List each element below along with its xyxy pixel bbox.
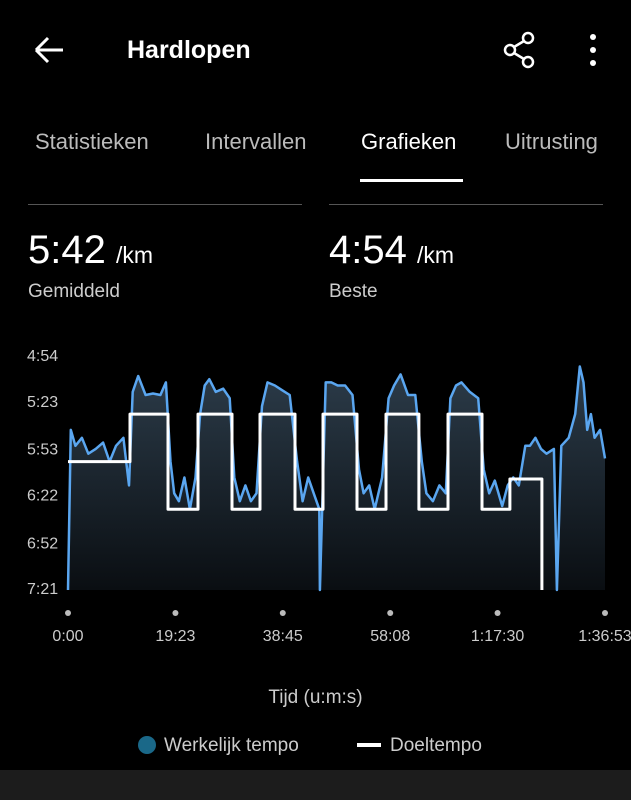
legend-marker <box>357 743 381 747</box>
x-tick-label: 19:23 <box>155 628 195 645</box>
x-tick <box>65 610 71 616</box>
target-line <box>68 412 544 590</box>
x-tick-label: 0:00 <box>52 628 83 645</box>
pace-area <box>68 366 605 590</box>
divider <box>28 204 302 205</box>
stat-unit: /km <box>116 242 154 268</box>
tab[interactable]: Statistieken <box>35 129 149 154</box>
pace-line <box>66 365 607 592</box>
y-tick-label: 5:23 <box>27 394 58 411</box>
menu-icon[interactable] <box>590 34 596 66</box>
legend-label: Werkelijk tempo <box>164 735 299 756</box>
stat-unit: /km <box>417 242 455 268</box>
back-icon[interactable] <box>34 36 63 64</box>
tab[interactable]: Uitrusting <box>505 129 598 154</box>
stat-label: Gemiddeld <box>28 281 120 302</box>
y-tick-label: 7:21 <box>27 581 58 598</box>
y-tick-label: 5:53 <box>27 442 58 459</box>
stat-value: 4:54 <box>329 228 407 272</box>
legend-label: Doeltempo <box>390 735 482 756</box>
share-icon[interactable] <box>503 31 535 69</box>
stat-label: Beste <box>329 281 378 302</box>
y-tick-label: 6:22 <box>27 488 58 505</box>
tab[interactable]: Grafieken <box>361 129 457 154</box>
x-axis-label: Tijd (u:m:s) <box>268 687 363 708</box>
title: Hardlopen <box>127 36 251 64</box>
x-tick <box>494 610 501 616</box>
tab[interactable]: Intervallen <box>205 129 307 154</box>
legend-marker <box>138 736 156 754</box>
y-tick-label: 6:52 <box>27 535 58 552</box>
x-tick-label: 58:08 <box>370 628 410 645</box>
stat-value: 5:42 <box>28 228 106 272</box>
x-tick <box>602 610 608 616</box>
x-tick-label: 38:45 <box>263 628 303 645</box>
x-tick-label: 1:36:53 <box>578 628 631 645</box>
nav-bar <box>0 770 631 800</box>
x-tick <box>279 610 286 616</box>
x-tick <box>172 610 179 616</box>
x-tick-label: 1:17:30 <box>471 628 524 645</box>
tab-indicator <box>360 179 463 182</box>
divider <box>329 204 603 205</box>
y-tick-label: 4:54 <box>27 348 58 365</box>
x-tick <box>387 610 394 616</box>
